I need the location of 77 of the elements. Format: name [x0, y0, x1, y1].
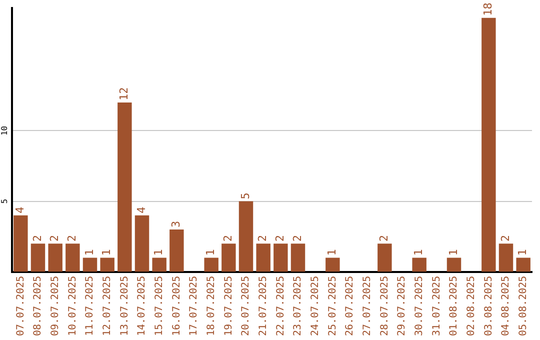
bar — [516, 258, 530, 272]
data-label: 1 — [516, 249, 530, 256]
x-tick-label: 18.07.2025 — [206, 276, 217, 336]
data-label: 2 — [66, 234, 79, 242]
bar — [274, 244, 288, 272]
data-label: 3 — [170, 220, 183, 228]
data-label: 1 — [152, 249, 166, 256]
bar — [134, 215, 150, 272]
bar — [238, 201, 254, 272]
x-tick-label: 26.07.2025 — [344, 276, 356, 336]
x-tick-label: 31.07.2025 — [431, 276, 442, 336]
bar — [152, 258, 166, 272]
x-tick-label: 09.07.2025 — [50, 276, 61, 336]
bar — [326, 258, 340, 272]
x-tick-label: 13.07.2025 — [119, 276, 130, 336]
data-label: 1 — [204, 249, 218, 256]
data-label: 4 — [14, 206, 27, 214]
x-tick-label: 05.08.2025 — [518, 276, 529, 336]
data-label: 1 — [412, 249, 426, 256]
data-label: 1 — [100, 249, 114, 256]
data-label: 2 — [378, 234, 391, 242]
bar — [14, 215, 28, 272]
data-label: 1 — [446, 249, 460, 256]
data-label: 5 — [238, 192, 252, 200]
x-tick-label: 02.08.2025 — [466, 276, 477, 336]
data-label: 2 — [274, 234, 287, 242]
x-tick-label: 07.07.2025 — [15, 276, 26, 336]
x-tick-label: 03.08.2025 — [483, 276, 494, 336]
data-label: 2 — [222, 234, 235, 242]
x-tick-label: 11.07.2025 — [84, 276, 96, 336]
data-label: 2 — [498, 234, 512, 242]
x-tick-label: 29.07.2025 — [396, 276, 408, 336]
bar — [118, 102, 132, 272]
bar — [66, 244, 80, 272]
x-tick-label: 04.08.2025 — [500, 276, 512, 336]
bar — [412, 258, 426, 272]
x-tick-label: 08.07.2025 — [32, 276, 44, 336]
x-tick-label: 01.08.2025 — [448, 276, 460, 336]
data-label: 18 — [482, 2, 495, 16]
data-label: 2 — [290, 234, 304, 242]
bar — [30, 244, 46, 272]
bar — [378, 244, 392, 272]
bar — [482, 18, 496, 272]
x-tick-label: 24.07.2025 — [310, 276, 321, 336]
data-label: 2 — [48, 234, 62, 242]
x-tick-label: 20.07.2025 — [240, 276, 252, 336]
x-tick-label: 16.07.2025 — [171, 276, 182, 336]
bar — [48, 244, 62, 272]
x-tick-label: 27.07.2025 — [362, 276, 373, 336]
bar — [82, 258, 98, 272]
data-label: 2 — [256, 234, 270, 242]
x-tick-label: 14.07.2025 — [136, 276, 148, 336]
x-tick-label: 30.07.2025 — [414, 276, 425, 336]
x-tick-label: 28.07.2025 — [379, 276, 390, 336]
bar — [256, 244, 270, 272]
x-tick-label: 19.07.2025 — [223, 276, 234, 336]
x-tick-label: 15.07.2025 — [154, 276, 165, 336]
data-label: 12 — [118, 87, 131, 101]
bar — [204, 258, 218, 272]
x-tick-label: 23.07.2025 — [292, 276, 304, 336]
x-tick-label: 12.07.2025 — [102, 276, 113, 336]
bar — [100, 258, 114, 272]
x-tick-label: 25.07.2025 — [327, 276, 338, 336]
bar — [290, 244, 306, 272]
bar — [446, 258, 462, 272]
x-tick-label: 17.07.2025 — [188, 276, 200, 336]
x-tick-label: 21.07.2025 — [258, 276, 269, 336]
bar — [222, 244, 236, 272]
x-tick-label: 22.07.2025 — [275, 276, 286, 336]
y-tick-label: 10 — [0, 126, 10, 136]
bar — [170, 229, 184, 272]
x-tick-label: 10.07.2025 — [67, 276, 78, 336]
bar — [498, 244, 514, 272]
data-label: 1 — [82, 249, 96, 256]
data-label: 1 — [326, 249, 339, 256]
data-label: 2 — [30, 234, 44, 242]
data-label: 4 — [134, 206, 148, 214]
